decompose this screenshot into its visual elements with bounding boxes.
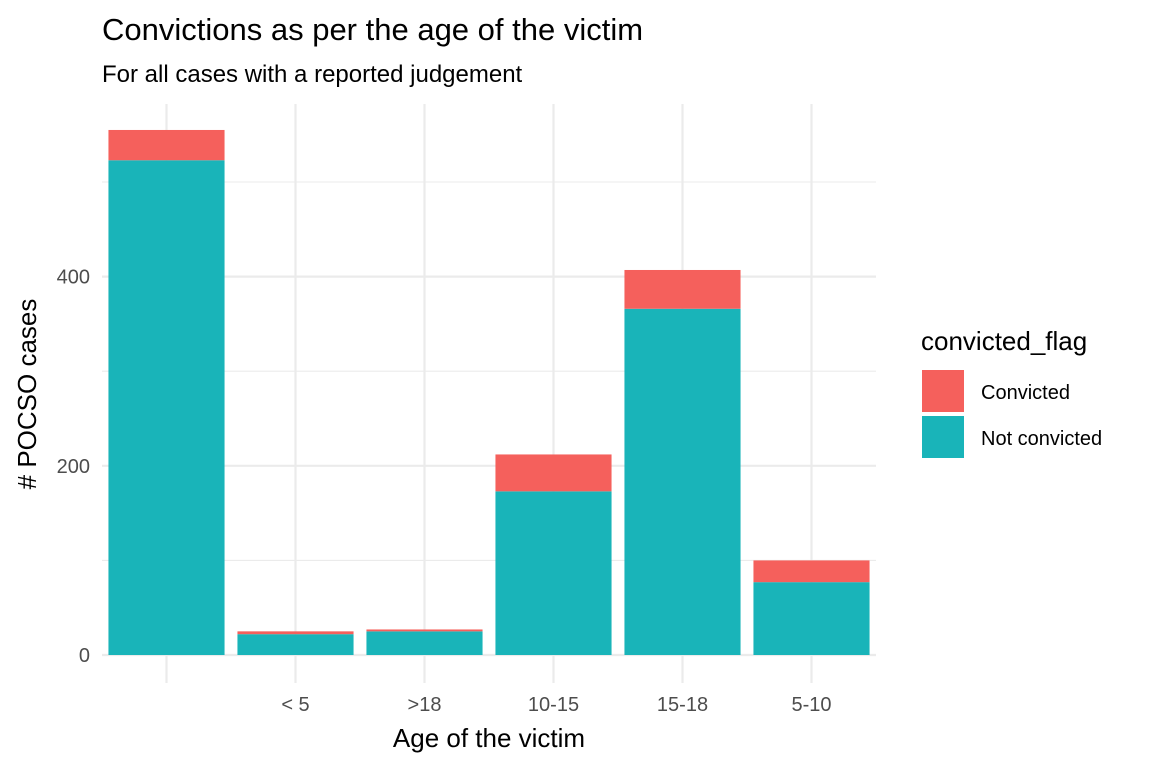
bar-not-convicted xyxy=(495,491,612,655)
legend-title: convicted_flag xyxy=(921,326,1087,356)
legend-label: Not convicted xyxy=(981,428,1102,450)
y-tick-label: 0 xyxy=(79,645,90,667)
bar-convicted xyxy=(366,629,483,632)
bar-convicted xyxy=(108,129,225,161)
x-tick-label: 10-15 xyxy=(528,694,579,716)
x-tick-label: 15-18 xyxy=(657,694,708,716)
bar-not-convicted xyxy=(108,160,225,655)
x-tick-label: >18 xyxy=(408,694,442,716)
chart-subtitle: For all cases with a reported judgement xyxy=(102,61,523,88)
legend-swatch xyxy=(922,370,964,412)
bar-not-convicted xyxy=(624,308,741,655)
legend: convicted_flag Convicted Not convicted xyxy=(921,326,1102,458)
x-tick-label: < 5 xyxy=(281,694,309,716)
bar-convicted xyxy=(495,454,612,492)
bar-not-convicted xyxy=(366,631,483,655)
bar-not-convicted xyxy=(237,634,354,655)
y-tick-label: 200 xyxy=(57,456,90,478)
y-axis-title: # POCSO cases xyxy=(12,299,42,490)
bar-convicted xyxy=(624,269,741,309)
bars xyxy=(108,129,870,655)
y-tick-label: 400 xyxy=(57,267,90,289)
x-tick-label: 5-10 xyxy=(791,694,831,716)
x-axis-title: Age of the victim xyxy=(393,723,585,753)
y-axis-ticks: 0 200 400 xyxy=(57,267,90,667)
legend-items: Convicted Not convicted xyxy=(922,370,1102,458)
legend-label: Convicted xyxy=(981,382,1070,404)
x-axis-ticks: < 5 >18 10-15 15-18 5-10 xyxy=(281,694,831,716)
legend-swatch xyxy=(922,416,964,458)
bar-convicted xyxy=(237,631,354,635)
bar-not-convicted xyxy=(753,582,870,655)
chart-title: Convictions as per the age of the victim xyxy=(102,12,643,47)
bar-convicted xyxy=(753,560,870,583)
